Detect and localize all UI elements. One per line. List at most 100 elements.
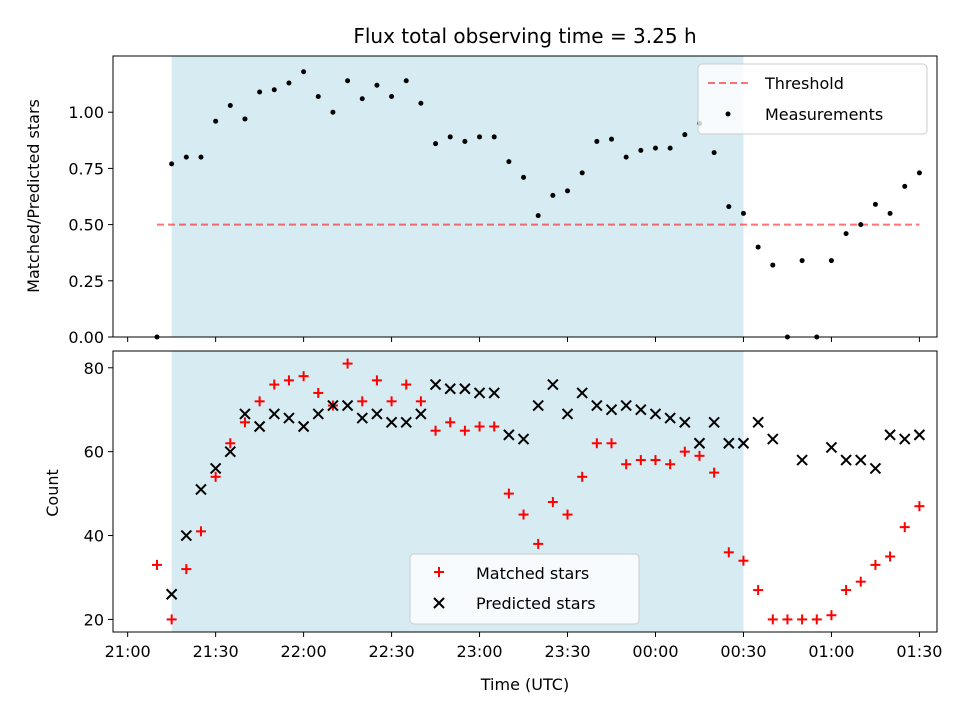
measurement-point bbox=[652, 145, 658, 151]
matched-star-point bbox=[533, 538, 544, 549]
measurement-point bbox=[609, 136, 615, 142]
measurement-point bbox=[403, 78, 409, 84]
measurement-point bbox=[271, 87, 277, 93]
bottom-legend-box bbox=[409, 553, 640, 625]
x-tick-label: 21:00 bbox=[105, 642, 151, 661]
top-legend-box bbox=[697, 63, 928, 135]
matched-star-point bbox=[738, 555, 749, 566]
top-legend: Threshold Measurements bbox=[697, 63, 928, 135]
bottom-panel: 20 40 60 80 21:00 21:30 22:00 22:30 23:00 23:30 0… bbox=[43, 350, 942, 694]
bottom-y-ticks: 20 40 60 80 bbox=[84, 359, 113, 629]
measurement-point bbox=[521, 174, 527, 180]
predicted-star-point bbox=[664, 412, 676, 424]
matched-star-point bbox=[195, 526, 206, 537]
measurement-point bbox=[799, 258, 805, 264]
x-tick-label: 01:00 bbox=[808, 642, 854, 661]
predicted-star-point bbox=[679, 416, 691, 429]
matched-star-point bbox=[811, 614, 822, 625]
x-tick-label: 22:30 bbox=[369, 642, 415, 661]
predicted-star-point bbox=[767, 433, 779, 445]
predicted-star-point bbox=[840, 454, 852, 466]
bottom-y-tick-label: 20 bbox=[84, 610, 104, 629]
predicted-star-point bbox=[576, 387, 588, 399]
matched-star-point bbox=[650, 455, 661, 466]
measurement-point bbox=[594, 138, 600, 144]
matched-star-point bbox=[313, 387, 324, 398]
measurement-point bbox=[711, 150, 717, 156]
predicted-star-point bbox=[297, 420, 310, 433]
matched-star-point bbox=[342, 358, 353, 369]
predicted-star-point bbox=[532, 399, 544, 412]
measurement-point bbox=[872, 201, 878, 207]
matched-star-point bbox=[562, 509, 573, 520]
top-axes-frame bbox=[112, 55, 938, 338]
x-tick-label: 23:30 bbox=[544, 642, 590, 661]
x-tick-label: 21:30 bbox=[193, 642, 239, 661]
matched-star-point bbox=[445, 417, 456, 428]
top-panel: 0.00 0.25 0.50 0.75 1.00 Flux total observin… bbox=[24, 24, 938, 347]
matched-star-point bbox=[430, 425, 441, 436]
measurement-point bbox=[345, 78, 351, 84]
measurement-point bbox=[286, 80, 292, 86]
top-x-ticks bbox=[127, 337, 920, 342]
matched-star-point bbox=[914, 501, 925, 512]
matched-star-point bbox=[767, 614, 778, 625]
measurement-point bbox=[858, 222, 864, 228]
matched-star-point bbox=[621, 459, 632, 470]
predicted-star-point bbox=[693, 437, 706, 449]
measurement-point bbox=[565, 188, 571, 194]
matched-star-point bbox=[577, 471, 588, 482]
predicted-star-point bbox=[855, 454, 867, 466]
predicted-star-point bbox=[327, 399, 339, 412]
x-tick-label: 01:30 bbox=[896, 642, 942, 661]
measurement-point bbox=[535, 213, 541, 219]
predicted-star-point bbox=[356, 412, 368, 424]
matched-star-point bbox=[298, 371, 309, 382]
matched-star-point bbox=[181, 564, 192, 575]
matched-star-point bbox=[723, 547, 734, 558]
chart-title: Flux total observing time = 3.25 h bbox=[353, 24, 696, 48]
predicted-star-point bbox=[591, 399, 603, 412]
predicted-star-point bbox=[488, 387, 500, 399]
measurement-point bbox=[330, 109, 336, 115]
measurement-point bbox=[242, 116, 248, 122]
top-y-tick-label: 0.00 bbox=[68, 328, 104, 347]
predicted-star-point bbox=[723, 437, 735, 449]
x-tick-label: 22:00 bbox=[281, 642, 327, 661]
predicted-star-point bbox=[253, 420, 266, 433]
measurement-point bbox=[506, 159, 512, 165]
legend-matched-label: Matched stars bbox=[476, 564, 589, 583]
measurement-point bbox=[843, 231, 849, 237]
measurement-point bbox=[198, 154, 204, 160]
measurement-point bbox=[257, 89, 263, 95]
predicted-star-point bbox=[517, 433, 530, 445]
predicted-star-point bbox=[884, 429, 896, 441]
measurement-point bbox=[447, 134, 453, 140]
predicted-star-point bbox=[459, 383, 471, 395]
measurement-point bbox=[682, 132, 688, 138]
matched-star-point bbox=[254, 396, 265, 407]
measurement-point bbox=[491, 134, 497, 140]
matched-star-point bbox=[855, 576, 866, 587]
bottom-axes-frame bbox=[112, 350, 938, 633]
legend-predicted-swatch bbox=[433, 597, 445, 609]
legend-threshold-label: Threshold bbox=[764, 74, 844, 93]
measurement-point bbox=[418, 100, 424, 106]
matched-star-point bbox=[679, 446, 690, 457]
matched-star-point bbox=[841, 585, 852, 596]
measurement-point bbox=[462, 138, 468, 144]
matched-star-point bbox=[489, 421, 500, 432]
measurement-point bbox=[638, 147, 644, 153]
matched-star-point bbox=[283, 375, 294, 386]
predicted-star-point bbox=[415, 408, 427, 420]
predicted-star-point bbox=[649, 408, 662, 420]
predicted-star-point bbox=[268, 408, 280, 420]
matched-star-point bbox=[591, 438, 602, 449]
matched-star-point bbox=[503, 488, 514, 499]
predicted-star-point bbox=[869, 462, 882, 475]
measurement-point bbox=[770, 262, 776, 268]
predicted-star-point bbox=[899, 433, 911, 445]
measurement-point bbox=[169, 161, 175, 167]
matched-star-point bbox=[459, 425, 470, 436]
top-y-tick-label: 1.00 bbox=[68, 103, 104, 122]
